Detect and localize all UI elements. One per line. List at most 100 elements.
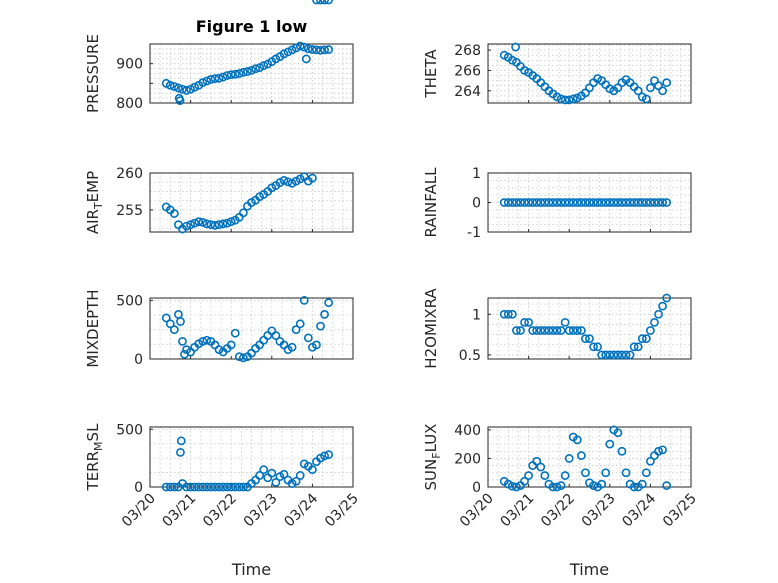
data-point (601, 198, 611, 207)
data-point (202, 219, 212, 229)
data-point (324, 450, 334, 460)
data-point (218, 482, 228, 492)
data-point (654, 198, 663, 207)
data-point (637, 334, 647, 344)
data-series (499, 293, 672, 360)
x-tick-label: 03/22 (200, 491, 240, 531)
data-point (613, 198, 623, 207)
data-point (662, 481, 672, 490)
data-point (637, 198, 647, 207)
data-point (222, 71, 232, 80)
axes-background (149, 426, 354, 488)
data-series (499, 425, 672, 492)
data-point (499, 198, 509, 207)
data-point (532, 326, 542, 335)
data-point (548, 326, 558, 335)
data-point (564, 198, 574, 207)
data-point (507, 309, 517, 319)
data-point (560, 317, 570, 327)
data-point (230, 482, 240, 492)
subplot-4: -1 0 1 RAINFALL (422, 166, 692, 241)
data-point (613, 428, 623, 438)
subplot-2: 264 266 268 THETA (422, 42, 692, 105)
data-point (516, 326, 525, 335)
data-point (516, 198, 525, 207)
data-point (287, 342, 297, 352)
axes-box (149, 43, 354, 104)
data-point (214, 73, 224, 83)
data-point (585, 198, 594, 207)
y-tick-label: 400 (454, 423, 481, 439)
data-point (564, 454, 574, 463)
data-point (169, 209, 179, 218)
data-point (230, 69, 240, 79)
chart-title: Figure 1 low (196, 17, 308, 36)
y-axis-label: PRESSURE (84, 34, 102, 113)
y-tick-label: 1 (472, 307, 481, 323)
x-tick-label: 03/20 (119, 491, 159, 531)
data-point (301, 54, 311, 64)
data-point (198, 482, 208, 492)
x-tick-label: 03/23 (241, 491, 281, 531)
x-tick-label: 03/21 (160, 491, 200, 531)
data-point (662, 293, 672, 303)
y-tick-label: 0 (472, 480, 481, 496)
data-point (572, 198, 582, 207)
data-point (279, 175, 289, 185)
data-point (194, 482, 204, 492)
data-point (646, 198, 655, 207)
data-point (176, 436, 186, 446)
y-axis-label: THETA (422, 49, 440, 99)
data-point (520, 476, 529, 486)
data-point (259, 61, 269, 71)
data-point (198, 218, 208, 227)
data-point (507, 198, 517, 207)
data-point (540, 326, 550, 335)
y-tick-label: 800 (116, 96, 143, 112)
data-point (295, 319, 305, 329)
data-point (511, 42, 521, 52)
axes-box (487, 43, 692, 104)
data-point (503, 309, 513, 319)
data-point (499, 309, 509, 319)
data-point (206, 482, 216, 492)
axes-box (149, 172, 354, 233)
data-point (291, 325, 301, 335)
data-point (295, 471, 305, 480)
data-point (536, 462, 546, 472)
data-point (581, 334, 590, 344)
data-point (552, 326, 562, 335)
x-tick-label: 03/21 (498, 491, 538, 531)
data-point (641, 468, 651, 478)
y-axis-label: TERRMSL (84, 423, 105, 492)
data-series (499, 42, 672, 105)
data-point (271, 331, 281, 340)
data-series (499, 198, 672, 207)
data-point (536, 326, 546, 335)
data-point (202, 482, 212, 492)
y-axis-label: MIXDEPTH (84, 289, 102, 367)
data-point (186, 220, 195, 230)
data-point (589, 481, 598, 490)
data-series (161, 0, 334, 234)
data-point (238, 482, 248, 492)
data-point (629, 482, 639, 492)
data-point (637, 479, 647, 489)
data-point (320, 0, 329, 5)
data-point (169, 82, 179, 91)
y-tick-label: 0 (134, 352, 143, 368)
data-point (210, 74, 220, 84)
data-point (633, 198, 643, 207)
data-point (568, 198, 578, 207)
data-point (178, 84, 187, 94)
data-point (658, 86, 667, 96)
data-point (312, 45, 321, 55)
data-point (544, 198, 554, 207)
data-point (226, 217, 236, 227)
data-point (646, 83, 655, 93)
data-point (621, 198, 631, 207)
y-tick-label: 260 (116, 166, 143, 182)
data-point (589, 342, 598, 352)
data-point (194, 217, 204, 227)
data-point (198, 78, 208, 87)
